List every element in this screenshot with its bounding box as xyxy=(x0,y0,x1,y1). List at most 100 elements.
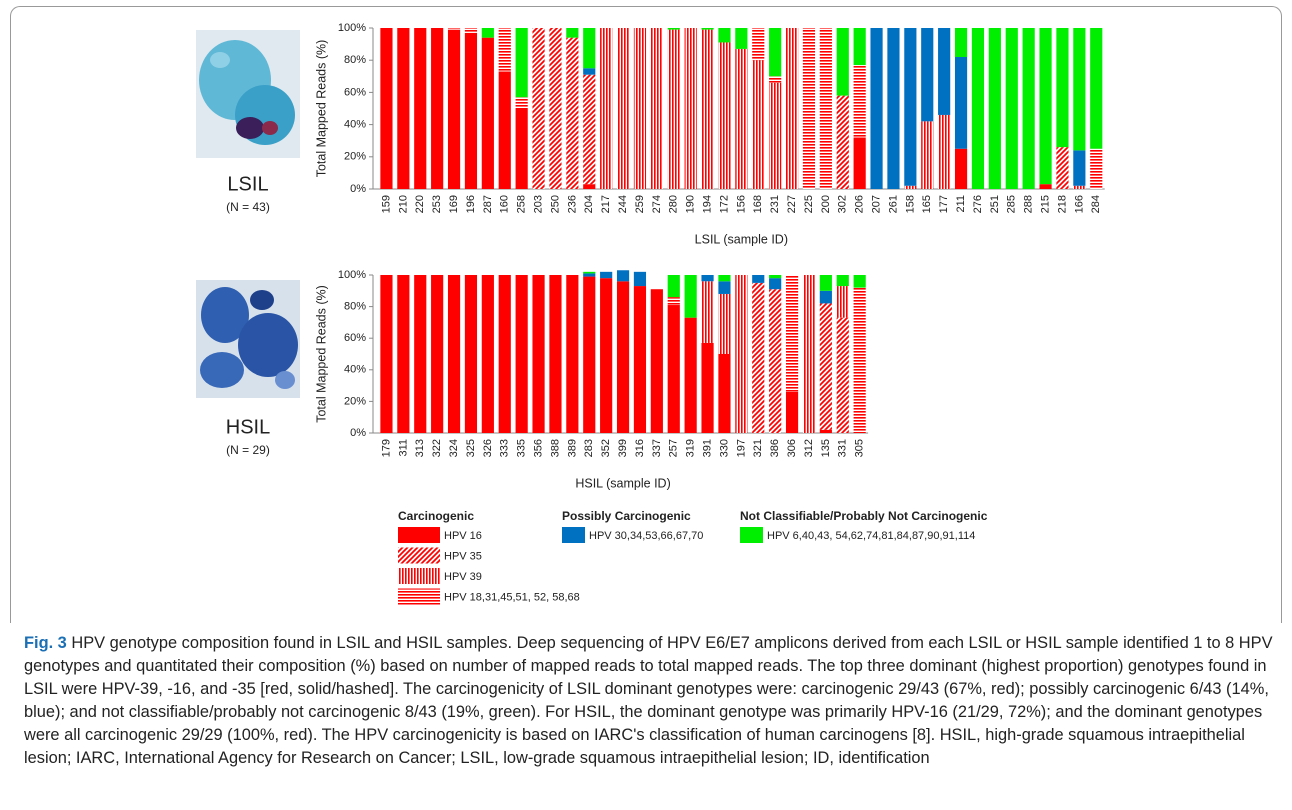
bar-segment xyxy=(583,273,595,276)
x-tick-label: 331 xyxy=(837,439,849,457)
bar-segment xyxy=(465,33,477,189)
bar-segment xyxy=(1073,28,1085,150)
bar-segment xyxy=(701,343,713,433)
bar-segment xyxy=(955,57,967,149)
bar-segment xyxy=(955,28,967,57)
bar-segment xyxy=(718,42,730,189)
x-axis-title: HSIL (sample ID) xyxy=(575,476,670,490)
x-tick-label: 210 xyxy=(397,195,409,213)
bar-segment xyxy=(549,275,561,433)
legend-swatch xyxy=(398,589,440,605)
x-tick-label: 319 xyxy=(685,439,697,457)
bar-segment xyxy=(955,149,967,189)
x-tick-label: 288 xyxy=(1023,195,1035,213)
bar-segment xyxy=(887,28,899,189)
y-tick-label: 20% xyxy=(344,151,366,163)
bar-segment xyxy=(854,137,866,189)
bar-segment xyxy=(583,75,595,184)
x-tick-label: 276 xyxy=(972,195,984,213)
panel-label: LSIL xyxy=(227,173,268,195)
bar-segment xyxy=(516,109,528,190)
bar-segment xyxy=(718,294,730,354)
bar-segment xyxy=(752,28,764,60)
bar-segment xyxy=(617,270,629,281)
bar-segment xyxy=(854,275,866,288)
chart: LSIL (N = 43) HSIL (N = 29) 0%20%40%60%8… xyxy=(0,0,1292,625)
bar-segment xyxy=(1073,186,1085,189)
x-tick-label: 190 xyxy=(685,195,697,213)
x-tick-label: 352 xyxy=(600,439,612,457)
bar-segment xyxy=(837,286,849,318)
x-tick-label: 218 xyxy=(1056,195,1068,213)
bar-segment xyxy=(769,83,781,189)
x-tick-label: 165 xyxy=(921,195,933,213)
bar-segment xyxy=(668,28,680,30)
bar-segment xyxy=(701,28,713,30)
bar-segment xyxy=(685,28,697,189)
bar-segment xyxy=(820,291,832,304)
bar-segment xyxy=(718,281,730,294)
x-tick-label: 158 xyxy=(904,195,916,213)
bar-segment xyxy=(499,28,511,71)
x-tick-label: 330 xyxy=(718,439,730,457)
x-tick-label: 236 xyxy=(566,195,578,213)
bar-segment xyxy=(820,28,832,189)
bar-segment xyxy=(634,272,646,286)
bar-segment xyxy=(820,275,832,291)
x-tick-label: 311 xyxy=(397,439,409,457)
x-tick-label: 280 xyxy=(668,195,680,213)
x-tick-label: 388 xyxy=(549,439,561,457)
x-tick-label: 326 xyxy=(482,439,494,457)
bar-segment xyxy=(803,275,815,433)
legend-swatch xyxy=(562,527,585,543)
bar-segment xyxy=(448,30,460,189)
bar-segment xyxy=(904,28,916,186)
bar-segment xyxy=(617,281,629,433)
x-tick-label: 168 xyxy=(752,195,764,213)
bar-segment xyxy=(820,430,832,433)
x-tick-label: 258 xyxy=(516,195,528,213)
y-tick-label: 0% xyxy=(350,427,366,439)
bar-segment xyxy=(786,275,798,392)
bar-segment xyxy=(803,28,815,189)
legend-group-title: Carcinogenic xyxy=(398,509,474,523)
bar-segment xyxy=(752,283,764,433)
bar-segment xyxy=(617,28,629,189)
x-tick-label: 386 xyxy=(769,439,781,457)
bar-segment xyxy=(600,272,612,278)
bar-segment xyxy=(465,275,477,433)
x-tick-label: 217 xyxy=(600,195,612,213)
x-tick-label: 274 xyxy=(651,195,663,213)
x-tick-label: 231 xyxy=(769,195,781,213)
bar-segment xyxy=(499,275,511,433)
bar-segment xyxy=(448,28,460,30)
bar-segment xyxy=(668,305,680,433)
x-tick-label: 179 xyxy=(380,439,392,457)
legend-group-title: Not Classifiable/Probably Not Carcinogen… xyxy=(740,509,988,523)
bar-segment xyxy=(1073,150,1085,185)
bar-segment xyxy=(566,28,578,38)
bar-segment xyxy=(938,28,950,115)
legend-swatch xyxy=(398,568,440,584)
x-tick-label: 259 xyxy=(634,195,646,213)
bar-segment xyxy=(634,286,646,433)
y-tick-label: 100% xyxy=(338,22,366,34)
bar-segment xyxy=(837,275,849,286)
bar-segment xyxy=(532,28,544,189)
bar-segment xyxy=(837,96,849,189)
y-tick-label: 80% xyxy=(344,301,366,313)
y-tick-label: 20% xyxy=(344,395,366,407)
x-tick-label: 253 xyxy=(431,195,443,213)
x-tick-label: 135 xyxy=(820,439,832,457)
bar-segment xyxy=(431,28,443,189)
bar-segment xyxy=(549,28,561,189)
x-tick-label: 197 xyxy=(735,439,747,457)
x-tick-label: 325 xyxy=(465,439,477,457)
x-tick-label: 399 xyxy=(617,439,629,457)
x-tick-label: 333 xyxy=(499,439,511,457)
x-tick-label: 227 xyxy=(786,195,798,213)
bar-segment xyxy=(904,186,916,189)
bar-segment xyxy=(448,275,460,433)
bar-segment xyxy=(769,278,781,289)
bar-segment xyxy=(1056,28,1068,147)
